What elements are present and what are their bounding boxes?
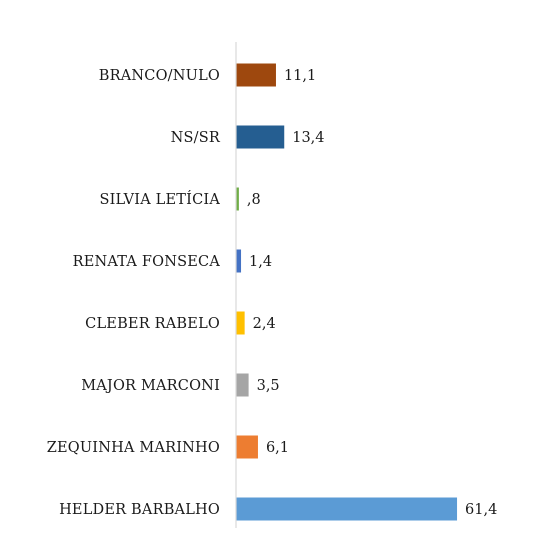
bar	[236, 187, 239, 211]
bar	[236, 435, 258, 459]
bars	[236, 63, 458, 521]
bar	[236, 311, 245, 335]
data-label: ,8	[247, 192, 261, 208]
value-labels: 11,1 13,4 ,8 1,4 2,4 3,5 6,1 61,4	[247, 68, 497, 518]
category-label: BRANCO/NULO	[99, 68, 220, 84]
category-label: RENATA FONSECA	[73, 254, 221, 270]
category-label: NS/SR	[171, 130, 221, 146]
bar	[236, 249, 242, 273]
bar	[236, 63, 276, 87]
data-label: 61,4	[465, 502, 497, 518]
data-label: 11,1	[284, 68, 316, 84]
bar	[236, 497, 458, 521]
data-label: 2,4	[253, 316, 276, 332]
category-label: MAJOR MARCONI	[81, 378, 220, 394]
data-label: 13,4	[292, 130, 324, 146]
category-label: HELDER BARBALHO	[59, 502, 220, 518]
data-label: 6,1	[266, 440, 289, 456]
category-label: ZEQUINHA MARINHO	[47, 440, 220, 456]
data-label: 1,4	[249, 254, 272, 270]
data-label: 3,5	[257, 378, 280, 394]
bar	[236, 125, 285, 149]
category-label: SILVIA LETÍCIA	[99, 190, 220, 208]
bar	[236, 373, 249, 397]
category-label: CLEBER RABELO	[85, 316, 220, 332]
category-labels: BRANCO/NULO NS/SR SILVIA LETÍCIA RENATA FON…	[47, 68, 221, 518]
